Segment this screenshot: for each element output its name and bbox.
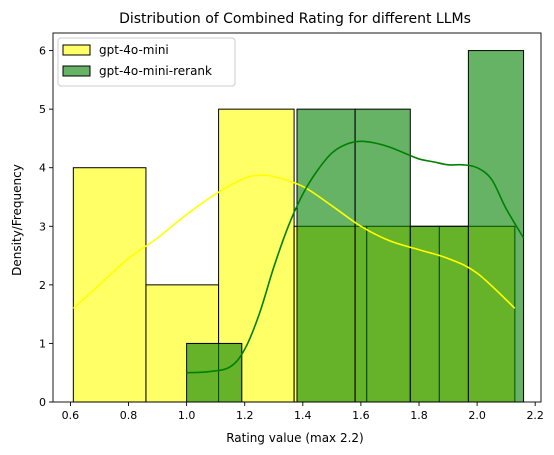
y-tick-label: 1 <box>39 337 46 350</box>
x-tick-label: 2.0 <box>468 409 486 422</box>
x-tick-label: 1.4 <box>294 409 312 422</box>
bar-s1-b1 <box>296 108 356 403</box>
axes: 0.6 0.8 1.0 1.2 1.4 1.6 1.8 2.0 2.2 0 1 2 3 4 5 6 <box>39 32 544 422</box>
bar-s0-b0 <box>72 167 147 403</box>
legend-label-s1: gpt-4o-mini-rerank <box>99 64 212 78</box>
legend-box <box>57 37 236 87</box>
x-axis-label: Rating value (max 2.2) <box>226 431 364 445</box>
x-tick-label: 1.0 <box>178 409 196 422</box>
y-tick-label: 5 <box>39 103 46 116</box>
x-tick-label: 0.8 <box>120 409 138 422</box>
bar-s1-b2 <box>354 108 411 403</box>
y-axis-label: Density/Frequency <box>10 164 24 276</box>
bar-s1-b3 <box>409 225 469 403</box>
bar-s1-b4 <box>467 50 525 403</box>
x-tick-label: 0.6 <box>62 409 80 422</box>
y-tick-label: 2 <box>39 279 46 292</box>
x-tick-label: 1.8 <box>410 409 428 422</box>
x-tick-label: 1.6 <box>352 409 370 422</box>
legend-swatch-s0 <box>62 44 91 56</box>
legend-label-s0: gpt-4o-mini <box>99 43 169 57</box>
chart-title: Distribution of Combined Rating for diff… <box>119 11 471 27</box>
kde-line-s0 <box>72 174 516 309</box>
legend: gpt-4o-mini gpt-4o-mini-rerank <box>57 37 236 87</box>
kde-line-s1 <box>186 140 525 374</box>
y-tick-label: 4 <box>39 162 46 175</box>
x-tick-label: 2.2 <box>526 409 544 422</box>
bars-layer <box>72 50 525 403</box>
kde-layer <box>72 140 525 374</box>
y-tick-label: 6 <box>39 45 46 58</box>
legend-swatch-s1 <box>62 65 91 77</box>
x-tick-label: 1.2 <box>236 409 254 422</box>
y-tick-label: 3 <box>39 220 46 233</box>
plot-frame <box>52 32 542 403</box>
y-tick-label: 0 <box>39 396 46 409</box>
